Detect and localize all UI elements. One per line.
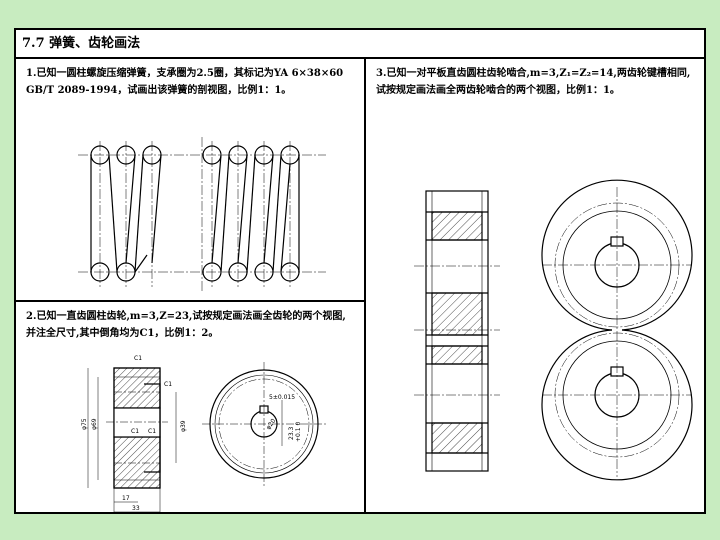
problem-3-text: 3.已知一对平板直齿圆柱齿轮啮合,m=3,Z₁=Z₂=14,两齿轮键槽相同,试按… [376, 68, 691, 96]
dim-key-depth-tol: +0.1 0 [295, 422, 302, 442]
dim-c1-right-in: C1 [148, 428, 156, 435]
problem-2-panel: 2.已知一直齿圆柱齿轮,m=3,Z=23,试按规定画法画全齿轮的两个视图,并注全… [16, 302, 366, 514]
problem-1-panel: 1.已知一圆柱螺旋压缩弹簧，支承圈为2.5圈，其标记为YA 6×38×60 GB… [16, 59, 366, 302]
page-title: 7.7 弹簧、齿轮画法 [16, 30, 704, 59]
dim-width-33: 33 [132, 505, 140, 512]
dim-c1-left-in: C1 [131, 428, 139, 435]
problem-1-text: 1.已知一圆柱螺旋压缩弹簧，支承圈为2.5圈，其标记为YA 6×38×60 GB… [26, 68, 344, 96]
dim-phi69: φ69 [91, 418, 98, 430]
problem-2-text: 2.已知一直齿圆柱齿轮,m=3,Z=23,试按规定画法画全齿轮的两个视图,并注全… [26, 311, 346, 339]
dim-c1-top: C1 [134, 355, 142, 362]
dim-width-17: 17 [122, 495, 130, 502]
dim-key-depth: 23.3 [288, 426, 295, 440]
dim-phi39: φ39 [180, 420, 187, 432]
drawing-sheet: 7.7 弹簧、齿轮画法 1.已知一圆柱螺旋压缩弹簧，支承圈为2.5圈，其标记为Y… [14, 28, 706, 514]
gear-drawing: C1 C1 C1 C1 φ75 φ69 φ39 17 33 5±0.015 23… [81, 355, 326, 514]
problem-3-panel: 3.已知一对平板直齿圆柱齿轮啮合,m=3,Z₁=Z₂=14,两齿轮键槽相同,试按… [366, 59, 704, 514]
meshing-gears-drawing [414, 179, 693, 481]
dim-key-width: 5±0.015 [269, 394, 295, 401]
dim-c1-right: C1 [164, 381, 172, 388]
dim-phi75: φ75 [81, 418, 88, 430]
spring-drawing [78, 137, 326, 291]
